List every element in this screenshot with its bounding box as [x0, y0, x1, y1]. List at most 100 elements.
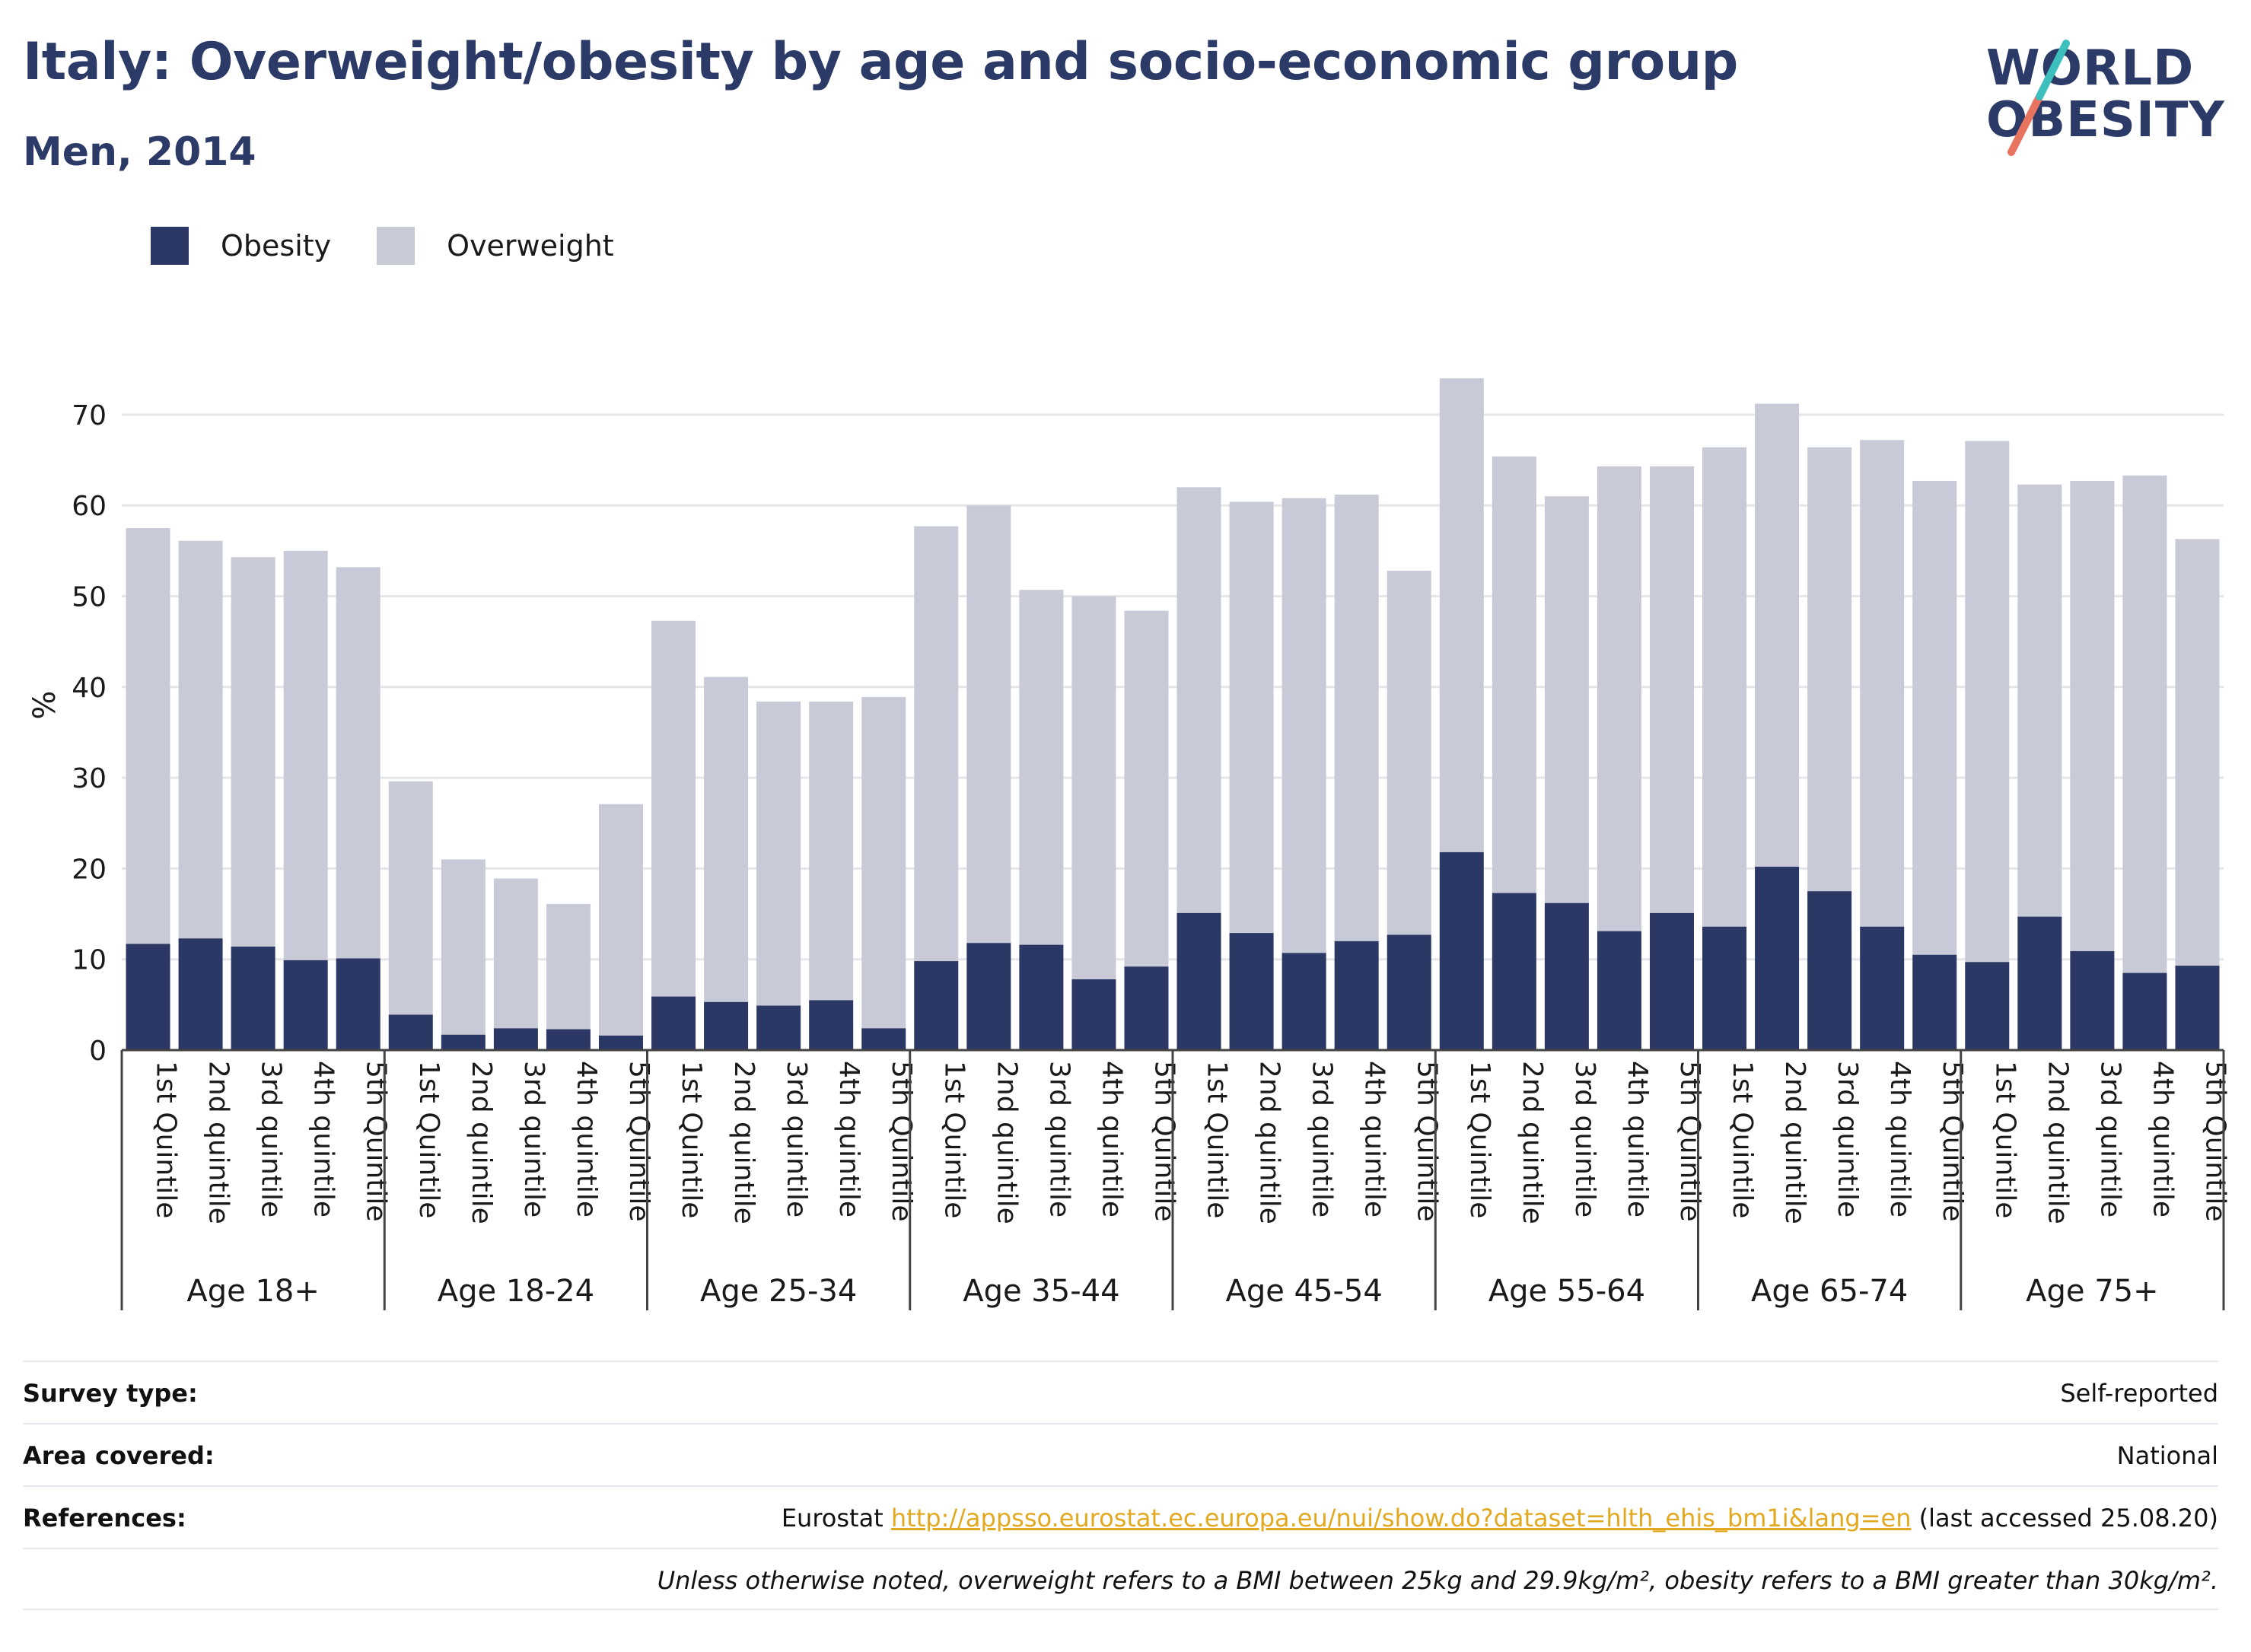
x-tick-label: 3rd quintile: [256, 1061, 287, 1218]
x-tick-label: 5th Quintile: [623, 1061, 654, 1222]
legend-item-overweight: Overweight: [377, 227, 614, 265]
legend-label-obesity: Obesity: [221, 229, 332, 263]
bar-obesity: [966, 943, 1011, 1050]
bar-obesity: [756, 1005, 801, 1050]
x-tick-label: 3rd quintile: [2094, 1061, 2125, 1218]
bar-overweight: [1334, 494, 1379, 941]
x-tick-label: 2nd quintile: [466, 1061, 497, 1224]
world-obesity-logo: WORLD OBESITY: [1986, 34, 2237, 164]
bar-overweight: [704, 676, 749, 1002]
bar-overweight: [651, 620, 696, 997]
y-tick-label: 50: [72, 582, 107, 613]
x-tick-label: 3rd quintile: [1307, 1061, 1338, 1218]
bar-obesity: [1544, 902, 1589, 1050]
bar-overweight: [1229, 501, 1274, 934]
bar-overweight: [2122, 475, 2167, 973]
x-tick-label: 4th quintile: [1884, 1061, 1915, 1218]
y-tick-label: 0: [89, 1036, 107, 1067]
bar-overweight: [914, 526, 959, 962]
bar-obesity: [1965, 962, 2010, 1050]
bar-obesity: [388, 1014, 433, 1050]
bar-overweight: [441, 859, 486, 1035]
bmi-definition-note: Unless otherwise noted, overweight refer…: [657, 1566, 2218, 1595]
group-label: Age 55-64: [1488, 1274, 1645, 1309]
x-tick-label: 5th Quintile: [886, 1061, 917, 1222]
group-label: Age 18-24: [438, 1274, 594, 1309]
bar-overweight: [283, 550, 328, 960]
legend-item-obesity: Obesity: [151, 227, 331, 265]
bar-obesity: [546, 1029, 591, 1050]
x-tick-label: 2nd quintile: [1517, 1061, 1548, 1224]
references-link[interactable]: http://appsso.eurostat.ec.europa.eu/nui/…: [890, 1504, 1912, 1533]
bar-obesity: [1176, 912, 1221, 1050]
bar-overweight: [231, 557, 275, 947]
x-tick-label: 4th quintile: [2147, 1061, 2178, 1218]
x-tick-label: 4th quintile: [1359, 1061, 1390, 1218]
bar-obesity: [1912, 954, 1957, 1050]
bar-obesity: [231, 946, 275, 1050]
logo-line-1: WORLD: [1986, 40, 2195, 97]
x-tick-label: 5th Quintile: [1148, 1061, 1180, 1222]
x-tick-label: 2nd quintile: [1779, 1061, 1810, 1224]
y-tick-label: 10: [72, 945, 107, 976]
bar-obesity: [1387, 934, 1431, 1050]
references-prefix: Eurostat: [781, 1504, 891, 1533]
bar-overweight: [2070, 480, 2115, 951]
y-tick-label: 30: [72, 763, 107, 794]
bar-overweight: [1965, 441, 2010, 963]
bar-obesity: [336, 958, 380, 1050]
x-tick-label: 3rd quintile: [1569, 1061, 1600, 1218]
bar-obesity: [126, 944, 170, 1050]
bar-overweight: [861, 696, 906, 1029]
x-tick-label: 1st Quintile: [1464, 1061, 1495, 1218]
x-tick-label: 4th quintile: [308, 1061, 339, 1218]
stacked-bar-chart: 0 10 20 30 40 50 60 70% 1st Quintile 2nd quintile…: [27, 378, 2230, 1310]
bar-overweight: [1649, 466, 1694, 913]
x-tick-label: 1st Quintile: [1202, 1061, 1233, 1218]
bar-obesity: [2070, 950, 2115, 1050]
x-tick-label: 3rd quintile: [1043, 1061, 1075, 1218]
group-label: Age 65-74: [1751, 1274, 1908, 1309]
x-tick-label: 1st Quintile: [151, 1061, 182, 1218]
legend-label-overweight: Overweight: [447, 229, 614, 263]
x-tick-label: 2nd quintile: [728, 1061, 759, 1224]
bar-overweight: [598, 804, 643, 1036]
footer-row-note: Unless otherwise noted, overweight refer…: [23, 1548, 2218, 1612]
chart-legend: Obesity Overweight: [151, 223, 660, 269]
bar-overweight: [1912, 480, 1957, 955]
y-tick-label: 60: [72, 491, 107, 522]
bar-overweight: [1492, 456, 1536, 893]
group-label: Age 18+: [186, 1274, 320, 1309]
x-tick-label: 5th Quintile: [1412, 1061, 1443, 1222]
bar-obesity: [1597, 931, 1641, 1050]
bar-overweight: [493, 878, 538, 1029]
y-axis-label: %: [27, 691, 62, 720]
x-tick-label: 3rd quintile: [518, 1061, 549, 1218]
footer-divider: [23, 1609, 2218, 1610]
bar-overweight: [1387, 571, 1431, 935]
bar-obesity: [1124, 966, 1169, 1050]
bar-overweight: [2017, 484, 2062, 917]
group-label: Age 35-44: [963, 1274, 1119, 1309]
bar-overweight: [756, 701, 801, 1006]
bar-overweight: [1544, 496, 1589, 903]
group-label: Age 45-54: [1225, 1274, 1382, 1309]
x-tick-label: 1st Quintile: [413, 1061, 444, 1218]
x-tick-label: 2nd quintile: [991, 1061, 1022, 1224]
x-tick-label: 1st Quintile: [1989, 1061, 2020, 1218]
x-tick-label: 5th Quintile: [2199, 1061, 2230, 1222]
bar-obesity: [1282, 953, 1326, 1050]
bar-obesity: [2017, 916, 2062, 1050]
x-tick-label: 2nd quintile: [1254, 1061, 1285, 1224]
x-tick-label: 1st Quintile: [1727, 1061, 1758, 1218]
bar-obesity: [1492, 893, 1536, 1050]
bar-obesity: [1860, 926, 1905, 1050]
bar-obesity: [914, 961, 959, 1050]
bar-overweight: [126, 528, 170, 944]
y-tick-label: 40: [72, 673, 107, 704]
bar-obesity: [1439, 851, 1484, 1050]
bar-obesity: [651, 996, 696, 1050]
bar-obesity: [1071, 979, 1116, 1050]
logo-slash-icon: [2007, 40, 2070, 156]
bar-overweight: [809, 701, 854, 1001]
